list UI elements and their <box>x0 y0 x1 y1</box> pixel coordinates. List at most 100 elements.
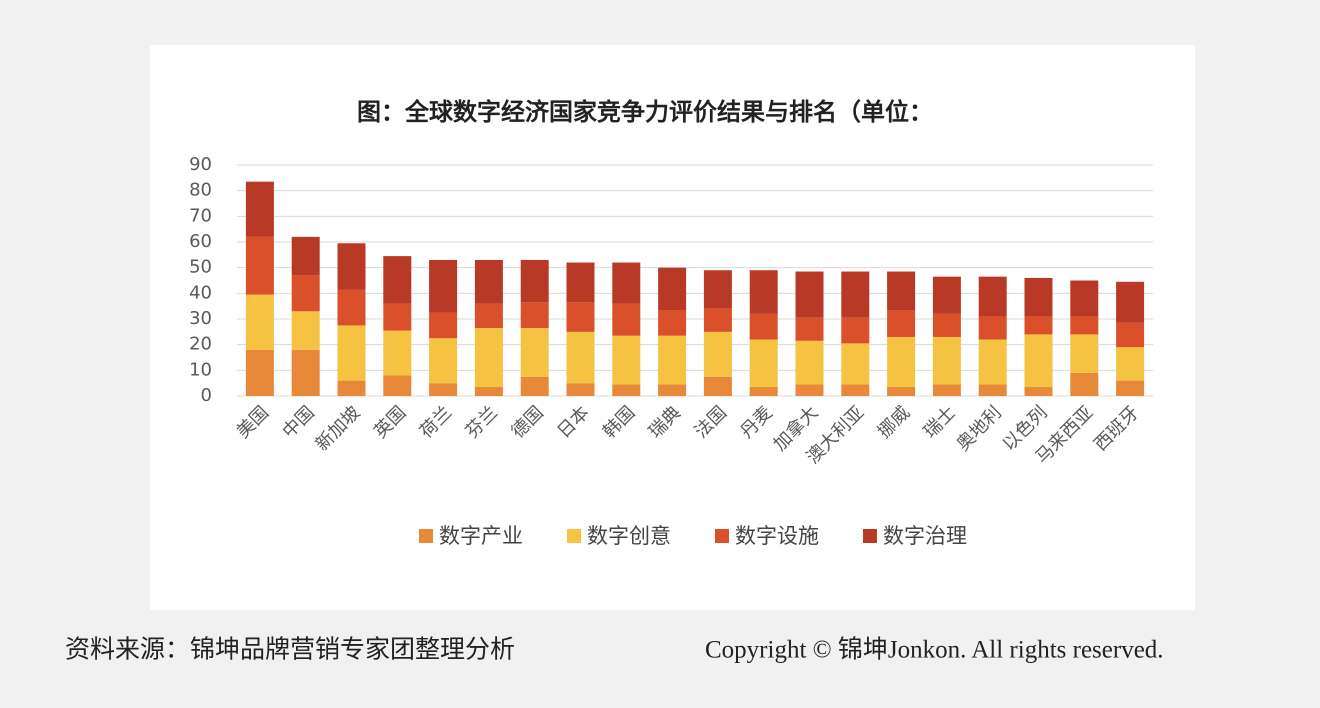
bar-segment <box>520 259 549 303</box>
bar-segment <box>1116 322 1145 348</box>
bar-segment <box>291 349 320 396</box>
legend-swatch <box>419 529 433 543</box>
bar-segment <box>520 376 549 396</box>
bar-segment <box>932 313 961 337</box>
bar-segment <box>612 335 641 385</box>
bar-segment <box>658 310 687 336</box>
bar-segment <box>932 384 961 396</box>
bar-segment <box>245 349 274 396</box>
bar-segment <box>841 343 870 385</box>
bar-segment <box>795 271 824 318</box>
bar-segment <box>887 271 916 311</box>
bar-segment <box>1070 334 1099 373</box>
bar-segment <box>978 276 1007 317</box>
legend-label: 数字创意 <box>587 524 671 548</box>
copyright: Copyright © 锦坤Jonkon. All rights reserve… <box>705 636 1164 664</box>
bar-segment <box>429 338 458 384</box>
bar-segment <box>1070 316 1099 335</box>
bar-segment <box>1116 281 1145 323</box>
bar-segment <box>474 259 503 304</box>
y-tick-label: 80 <box>189 180 212 201</box>
bar-segment <box>1024 277 1053 317</box>
bar-segment <box>337 380 366 396</box>
bar-segment <box>749 387 778 396</box>
bar-segment <box>291 236 320 276</box>
bar-segment <box>795 384 824 396</box>
bar-segment <box>841 384 870 396</box>
bar-segment <box>658 335 687 385</box>
bar-segment <box>703 331 732 377</box>
y-tick-label: 90 <box>189 154 212 175</box>
bar-segment <box>749 313 778 340</box>
bar-segment <box>612 262 641 304</box>
bar-segment <box>520 327 549 377</box>
bar-segment <box>245 236 274 295</box>
bar-segment <box>245 181 274 237</box>
bar-segment <box>566 331 595 384</box>
bar-segment <box>566 262 595 303</box>
bar-segment <box>429 312 458 339</box>
bar-segment <box>1024 334 1053 388</box>
bar-segment <box>749 270 778 314</box>
legend-label: 数字产业 <box>439 524 523 548</box>
bar-segment <box>887 336 916 388</box>
bar-segment <box>978 339 1007 385</box>
bar-segment <box>291 275 320 312</box>
bar-segment <box>245 294 274 350</box>
bar-segment <box>932 276 961 314</box>
legend-label: 数字设施 <box>735 524 819 548</box>
bar-segment <box>1024 387 1053 396</box>
bar-segment <box>703 270 732 309</box>
bar-segment <box>383 303 412 331</box>
bar-segment <box>566 302 595 332</box>
bar-segment <box>337 243 366 290</box>
bar-segment <box>749 339 778 388</box>
bar-segment <box>612 384 641 396</box>
bar-segment <box>566 383 595 396</box>
bar-segment <box>1116 380 1145 396</box>
y-tick-label: 30 <box>189 308 212 329</box>
bar-segment <box>887 310 916 337</box>
bar-segment <box>841 317 870 344</box>
bar-segment <box>383 330 412 376</box>
bar-segment <box>932 336 961 385</box>
bar-segment <box>841 271 870 318</box>
bar-segment <box>291 311 320 350</box>
bar-segment <box>520 302 549 328</box>
source-note: 资料来源：锦坤品牌营销专家团整理分析 <box>65 636 515 664</box>
bar-segment <box>1024 316 1053 335</box>
legend-label: 数字治理 <box>883 524 967 548</box>
bar-segment <box>703 376 732 396</box>
bar-segment <box>795 340 824 385</box>
bar-segment <box>474 303 503 328</box>
bar-segment <box>337 289 366 326</box>
bar-segment <box>383 256 412 304</box>
bar-segment <box>429 383 458 396</box>
chart-title: 图：全球数字经济国家竞争力评价结果与排名（单位： <box>357 98 933 126</box>
bar-segment <box>337 325 366 381</box>
y-tick-label: 50 <box>189 257 212 278</box>
bar-segment <box>1070 280 1099 317</box>
bar-segment <box>1070 372 1099 396</box>
y-tick-label: 60 <box>189 231 212 252</box>
bar-segment <box>978 316 1007 340</box>
y-tick-label: 0 <box>201 385 212 406</box>
bar-segment <box>474 327 503 388</box>
legend-swatch <box>863 529 877 543</box>
legend-swatch <box>567 529 581 543</box>
bar-segment <box>978 384 1007 396</box>
bar-segment <box>658 384 687 396</box>
bar-segment <box>658 267 687 311</box>
bar-segment <box>429 259 458 313</box>
bar-segment <box>1116 347 1145 381</box>
y-tick-label: 70 <box>189 205 212 226</box>
bar-segment <box>612 303 641 336</box>
bar-segment <box>887 387 916 396</box>
y-tick-label: 10 <box>189 359 212 380</box>
bar-segment <box>795 317 824 341</box>
bar-segment <box>474 387 503 396</box>
y-tick-label: 20 <box>189 334 212 355</box>
bar-segment <box>383 375 412 396</box>
